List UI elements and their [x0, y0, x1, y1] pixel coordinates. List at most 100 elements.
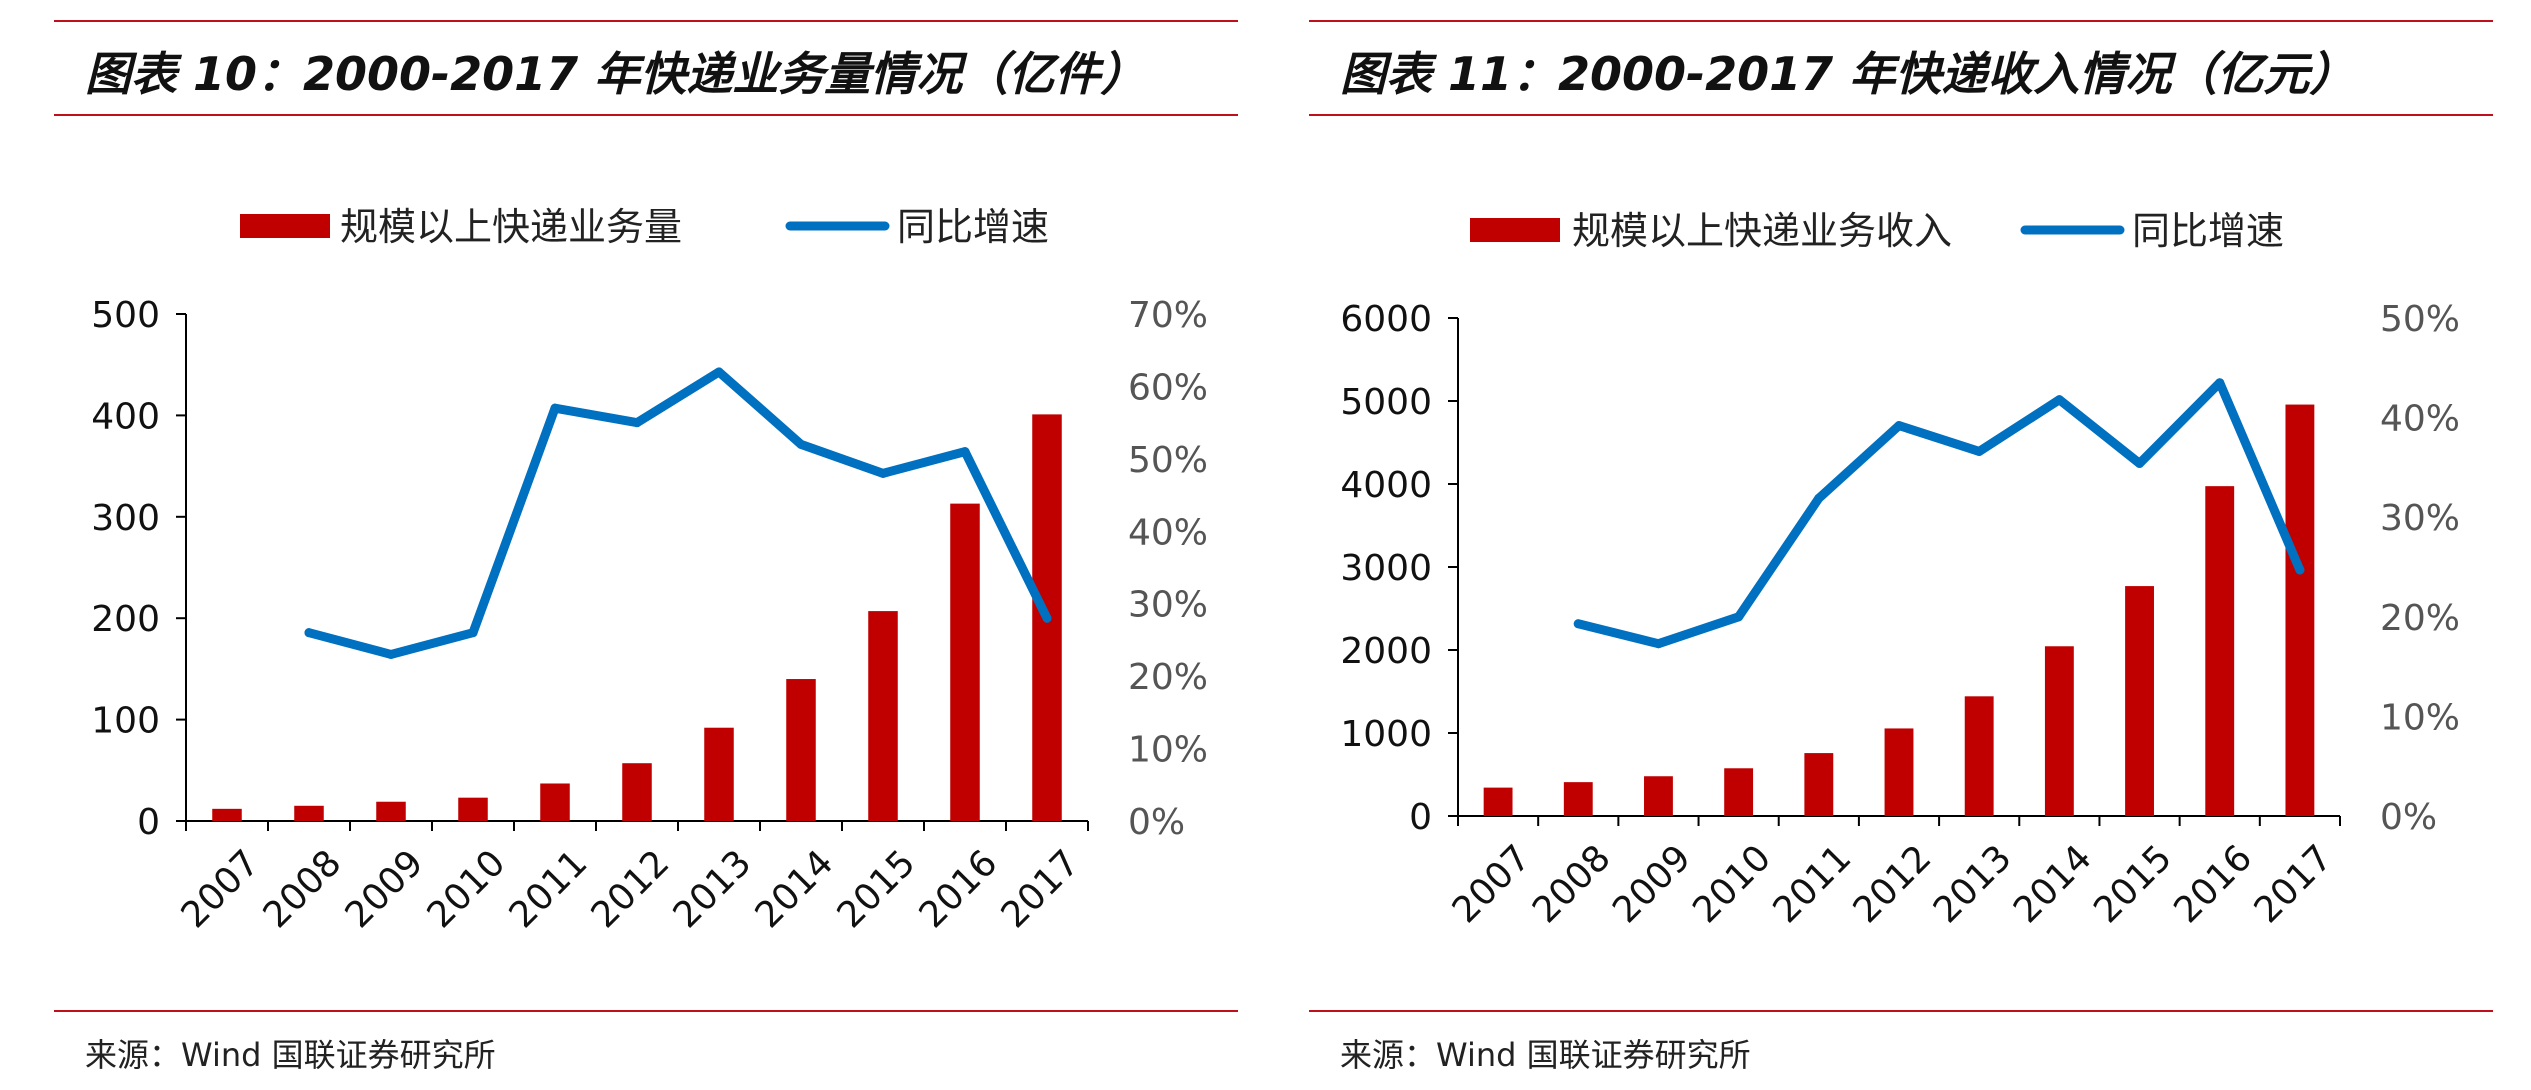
x-tick-label: 2012	[584, 842, 678, 936]
x-tick-label: 2015	[830, 842, 924, 936]
right-tick-label: 40%	[2380, 399, 2460, 440]
left-tick-label: 300	[91, 498, 160, 539]
line-point	[2054, 395, 2064, 405]
source-note: 来源：Wind 国联证券研究所	[1340, 1036, 1751, 1074]
right-tick-label: 40%	[1128, 512, 1208, 553]
bar	[868, 611, 898, 821]
right-tick-label: 20%	[2380, 598, 2460, 639]
right-tick-label: 10%	[1128, 730, 1208, 771]
chart-panel-express-volume: 图表 10：2000-2017 年快递业务量情况（亿件） 规模以上快递业务量 同比…	[0, 0, 1238, 1090]
chart-panel-express-revenue: 图表 11：2000-2017 年快递收入情况（亿元） 规模以上快递业务收入 同比…	[1255, 0, 2493, 1090]
legend-label-bar: 规模以上快递业务量	[340, 205, 682, 249]
line-point	[632, 418, 642, 428]
left-tick-label: 3000	[1340, 548, 1432, 589]
x-axis: 2007200820092010201120122013201420152016…	[1445, 815, 2341, 931]
line-series	[1573, 378, 2305, 649]
left-tick-label: 1000	[1340, 714, 1432, 755]
line-point	[2215, 378, 2225, 388]
x-tick-label: 2014	[748, 842, 842, 936]
bar	[1563, 782, 1593, 816]
bar	[622, 763, 652, 821]
x-tick-label: 2012	[1846, 837, 1940, 931]
bar	[2044, 646, 2074, 816]
line-point	[714, 367, 724, 377]
x-axis: 2007200820092010201120122013201420152016…	[174, 820, 1089, 936]
top-rule	[1309, 20, 2493, 22]
line-point	[878, 468, 888, 478]
bar	[786, 679, 816, 821]
x-tick-label: 2008	[256, 842, 350, 936]
x-tick-label: 2013	[1926, 837, 2020, 931]
line-point	[1573, 619, 1583, 629]
growth-rate-line	[304, 367, 1052, 659]
x-tick-label: 2015	[2086, 837, 2180, 931]
left-tick-label: 500	[91, 295, 160, 336]
right-tick-label: 50%	[1128, 440, 1208, 481]
left-tick-label: 100	[91, 701, 160, 742]
right-tick-label: 0%	[1128, 802, 1185, 843]
bar-series	[212, 414, 1062, 821]
top-rule	[54, 20, 1238, 22]
legend-label-line: 同比增速	[2132, 209, 2284, 253]
line-point	[386, 649, 396, 659]
title-rule	[54, 114, 1238, 116]
line-point	[468, 628, 478, 638]
right-tick-label: 0%	[2380, 797, 2437, 838]
line-point	[1894, 421, 1904, 431]
left-tick-label: 200	[91, 599, 160, 640]
bar	[540, 783, 570, 821]
right-tick-label: 30%	[1128, 585, 1208, 626]
bar	[950, 503, 980, 821]
line-point	[2135, 458, 2145, 468]
line-point	[1974, 446, 1984, 456]
right-axis: 0% 10% 20% 30% 40% 50%	[2380, 299, 2460, 838]
line-point	[1814, 493, 1824, 503]
x-tick-label: 2011	[502, 842, 596, 936]
line-point	[1653, 639, 1663, 649]
line-point	[1734, 612, 1744, 622]
bar	[2285, 404, 2315, 816]
x-tick-label: 2007	[1445, 837, 1539, 931]
x-tick-label: 2017	[994, 842, 1088, 936]
bar	[1724, 768, 1754, 816]
right-axis: 0% 10% 20% 30% 40% 50% 60% 70%	[1128, 295, 1208, 843]
legend: 规模以上快递业务收入 同比增速	[1470, 209, 2284, 253]
title-rule	[1309, 114, 2493, 116]
x-tick-label: 2013	[666, 842, 760, 936]
line-series	[304, 367, 1052, 659]
x-tick-label: 2008	[1525, 837, 1619, 931]
bar	[704, 727, 734, 821]
bar	[1964, 696, 1994, 816]
bar	[458, 797, 488, 821]
bar	[212, 808, 242, 821]
combo-chart-express-volume: 规模以上快递业务量 同比增速 0 100 200 300 400 500 0% 10% 20% 30%…	[91, 205, 1208, 936]
left-tick-label: 4000	[1340, 465, 1432, 506]
right-tick-label: 30%	[2380, 498, 2460, 539]
left-tick-label: 5000	[1340, 382, 1432, 423]
bottom-rule	[54, 1010, 1238, 1012]
bottom-rule	[1309, 1010, 2493, 1012]
legend-swatch-bar	[1470, 218, 1560, 242]
x-tick-label: 2009	[1605, 837, 1699, 931]
left-axis: 0 100 200 300 400 500	[91, 295, 187, 843]
bar	[1884, 728, 1914, 816]
x-tick-label: 2007	[174, 842, 268, 936]
left-tick-label: 2000	[1340, 631, 1432, 672]
left-tick-label: 0	[1409, 797, 1432, 838]
x-tick-label: 2009	[338, 842, 432, 936]
x-tick-label: 2016	[912, 842, 1006, 936]
growth-rate-line	[1573, 378, 2305, 649]
right-tick-label: 10%	[2380, 697, 2460, 738]
x-tick-label: 2017	[2247, 837, 2341, 931]
line-point	[796, 439, 806, 449]
x-tick-label: 2010	[420, 842, 514, 936]
bar	[376, 801, 406, 821]
bar	[2125, 586, 2154, 816]
right-tick-label: 70%	[1128, 295, 1208, 336]
right-tick-label: 20%	[1128, 657, 1208, 698]
left-tick-label: 6000	[1340, 299, 1432, 340]
line-point	[2295, 565, 2305, 575]
line-point	[550, 403, 560, 413]
bar-series	[1483, 404, 2315, 816]
x-tick-label: 2016	[2166, 837, 2260, 931]
